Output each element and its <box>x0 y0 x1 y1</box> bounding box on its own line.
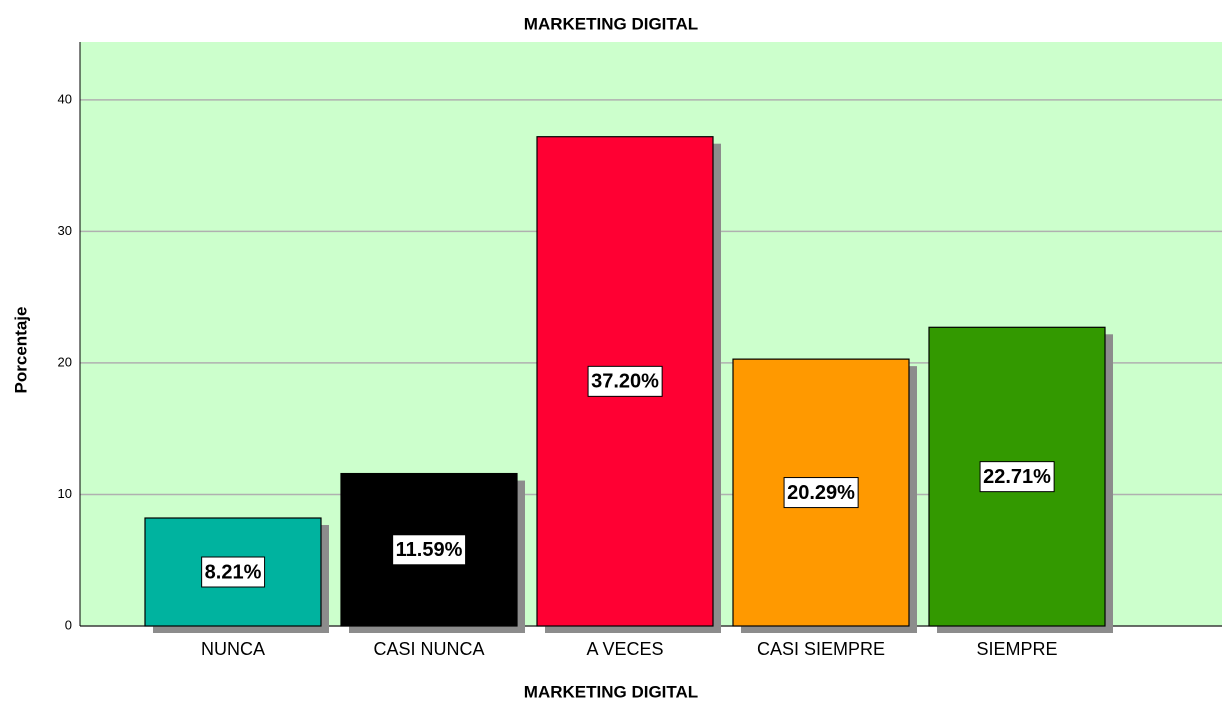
y-tick-label: 0 <box>65 617 72 632</box>
chart-title: MARKETING DIGITAL <box>524 14 698 33</box>
value-label-box <box>201 556 266 588</box>
y-tick-label: 10 <box>58 486 72 501</box>
x-tick-label: A VECES <box>586 639 663 659</box>
y-tick-label: 30 <box>58 223 72 238</box>
value-label: 37.20% <box>591 371 659 393</box>
value-label-box <box>392 534 467 566</box>
y-tick-label: 40 <box>58 91 72 106</box>
x-tick-label: NUNCA <box>201 639 265 659</box>
value-label: 20.29% <box>787 482 855 504</box>
value-label: 22.71% <box>983 466 1051 488</box>
y-axis-label: Porcentaje <box>11 307 30 394</box>
value-label: 8.21% <box>205 561 262 583</box>
x-tick-label: CASI NUNCA <box>373 639 484 659</box>
x-tick-label: SIEMPRE <box>976 639 1057 659</box>
value-label-box <box>979 461 1055 493</box>
value-label-box <box>783 477 859 509</box>
y-tick-label: 20 <box>58 354 72 369</box>
value-label-box <box>587 365 663 397</box>
value-label: 11.59% <box>396 539 463 561</box>
x-tick-label: CASI SIEMPRE <box>757 639 885 659</box>
x-axis-label: MARKETING DIGITAL <box>524 682 698 701</box>
